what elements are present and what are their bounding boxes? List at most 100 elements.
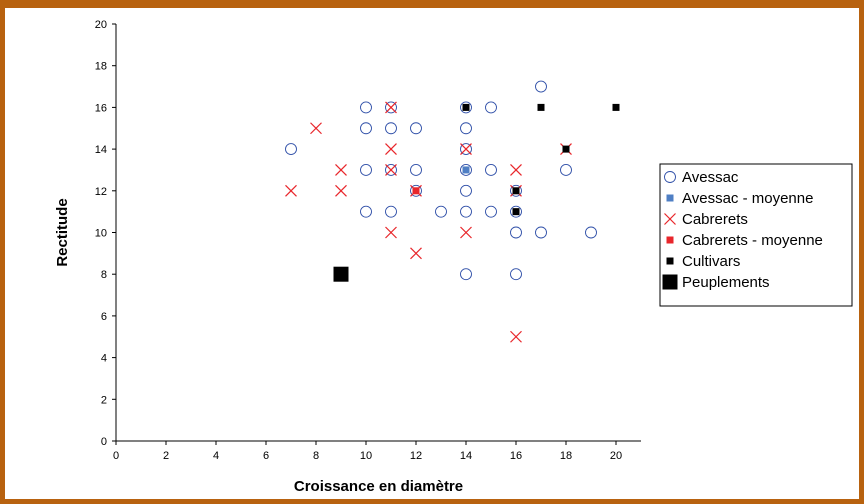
y-tick-label: 6	[101, 311, 107, 323]
data-point	[460, 122, 472, 135]
legend-label: Avessac - moyenne	[682, 190, 813, 207]
x-tick-label: 0	[113, 450, 119, 462]
legend-label: Cabrerets - moyenne	[682, 232, 823, 249]
data-point	[485, 205, 497, 218]
x-stroke	[335, 164, 347, 176]
data-point	[385, 143, 397, 156]
data-point	[385, 101, 397, 114]
data-point	[412, 187, 420, 195]
data-point	[410, 184, 422, 197]
x-tick-label: 10	[360, 450, 372, 462]
y-tick-label: 16	[95, 102, 107, 114]
series-1	[462, 166, 470, 174]
data-point	[485, 101, 497, 114]
data-point	[410, 247, 422, 260]
data-point	[333, 266, 349, 282]
legend-box	[659, 163, 853, 307]
data-point	[537, 103, 545, 111]
data-point	[460, 143, 472, 156]
x-stroke	[510, 330, 522, 343]
data-point	[385, 163, 397, 176]
x-stroke	[310, 122, 322, 135]
legend-marker	[666, 257, 674, 265]
x-stroke	[385, 164, 397, 176]
y-tick-label: 20	[95, 19, 107, 31]
y-tick-label: 18	[95, 61, 107, 73]
data-point	[360, 163, 372, 176]
data-point	[462, 166, 470, 174]
legend-label: Peuplements	[682, 274, 770, 291]
data-point	[460, 143, 472, 156]
data-point	[510, 184, 522, 197]
data-point	[535, 226, 547, 239]
data-point	[510, 205, 522, 218]
data-point	[535, 80, 547, 93]
x-stroke	[385, 143, 397, 156]
y-tick-label: 12	[95, 186, 107, 198]
data-point	[285, 184, 297, 197]
data-point	[460, 184, 472, 197]
y-tick-label: 2	[101, 394, 107, 406]
data-point	[385, 205, 397, 218]
legend-label: Cabrerets	[682, 211, 748, 228]
x-stroke	[335, 184, 347, 197]
x-stroke	[285, 184, 297, 197]
data-point	[460, 226, 472, 239]
x-tick-label: 18	[560, 450, 572, 462]
x-stroke	[664, 213, 676, 225]
data-point	[460, 163, 472, 176]
data-point	[335, 184, 347, 197]
data-point	[512, 208, 520, 216]
data-point	[510, 330, 522, 343]
data-point	[562, 145, 570, 153]
data-point	[335, 164, 347, 176]
data-point	[360, 101, 372, 114]
data-point	[510, 226, 522, 239]
legend-label: Cultivars	[682, 253, 740, 270]
x-stroke	[460, 226, 472, 239]
x-tick-label: 14	[460, 450, 472, 462]
y-tick-label: 0	[101, 436, 107, 448]
data-point	[285, 143, 297, 156]
x-tick-label: 8	[313, 450, 319, 462]
legend-label: Avessac	[682, 169, 739, 186]
data-point	[510, 164, 522, 176]
y-tick-label: 8	[101, 269, 107, 281]
data-point	[310, 122, 322, 135]
data-point	[612, 103, 620, 111]
data-point	[512, 187, 520, 195]
series-4	[462, 103, 620, 216]
legend-marker	[666, 194, 674, 202]
data-point	[460, 101, 472, 114]
data-point	[385, 164, 397, 176]
y-tick-label: 10	[95, 228, 107, 240]
x-tick-label: 12	[410, 450, 422, 462]
legend-marker	[664, 171, 676, 183]
y-axis-title: Rectitude	[54, 198, 71, 266]
legend: Avessac Avessac - moyenne Cabrerets Cabrere…	[659, 163, 853, 307]
series-2	[285, 101, 572, 343]
data-point	[485, 163, 497, 176]
legend-marker	[664, 213, 676, 225]
data-point	[410, 122, 422, 135]
series-5	[333, 266, 349, 282]
data-marks	[285, 80, 620, 343]
data-point	[462, 103, 470, 111]
legend-marker	[662, 274, 678, 290]
x-stroke	[460, 143, 472, 156]
data-point	[560, 163, 572, 176]
x-stroke	[410, 247, 422, 260]
data-point	[410, 163, 422, 176]
y-tick-label: 4	[101, 353, 107, 365]
series-3	[412, 187, 420, 195]
data-point	[460, 205, 472, 218]
y-tick-label: 14	[95, 144, 107, 156]
x-tick-label: 16	[510, 450, 522, 462]
data-point	[360, 205, 372, 218]
axes: 0 2 4 6 8 10 12 14 16 18 20 0 2 4 6 8 10 12 14 16 18 20	[95, 19, 641, 462]
x-stroke	[510, 164, 522, 176]
data-point	[585, 226, 597, 239]
x-stroke	[385, 226, 397, 239]
data-point	[460, 268, 472, 281]
